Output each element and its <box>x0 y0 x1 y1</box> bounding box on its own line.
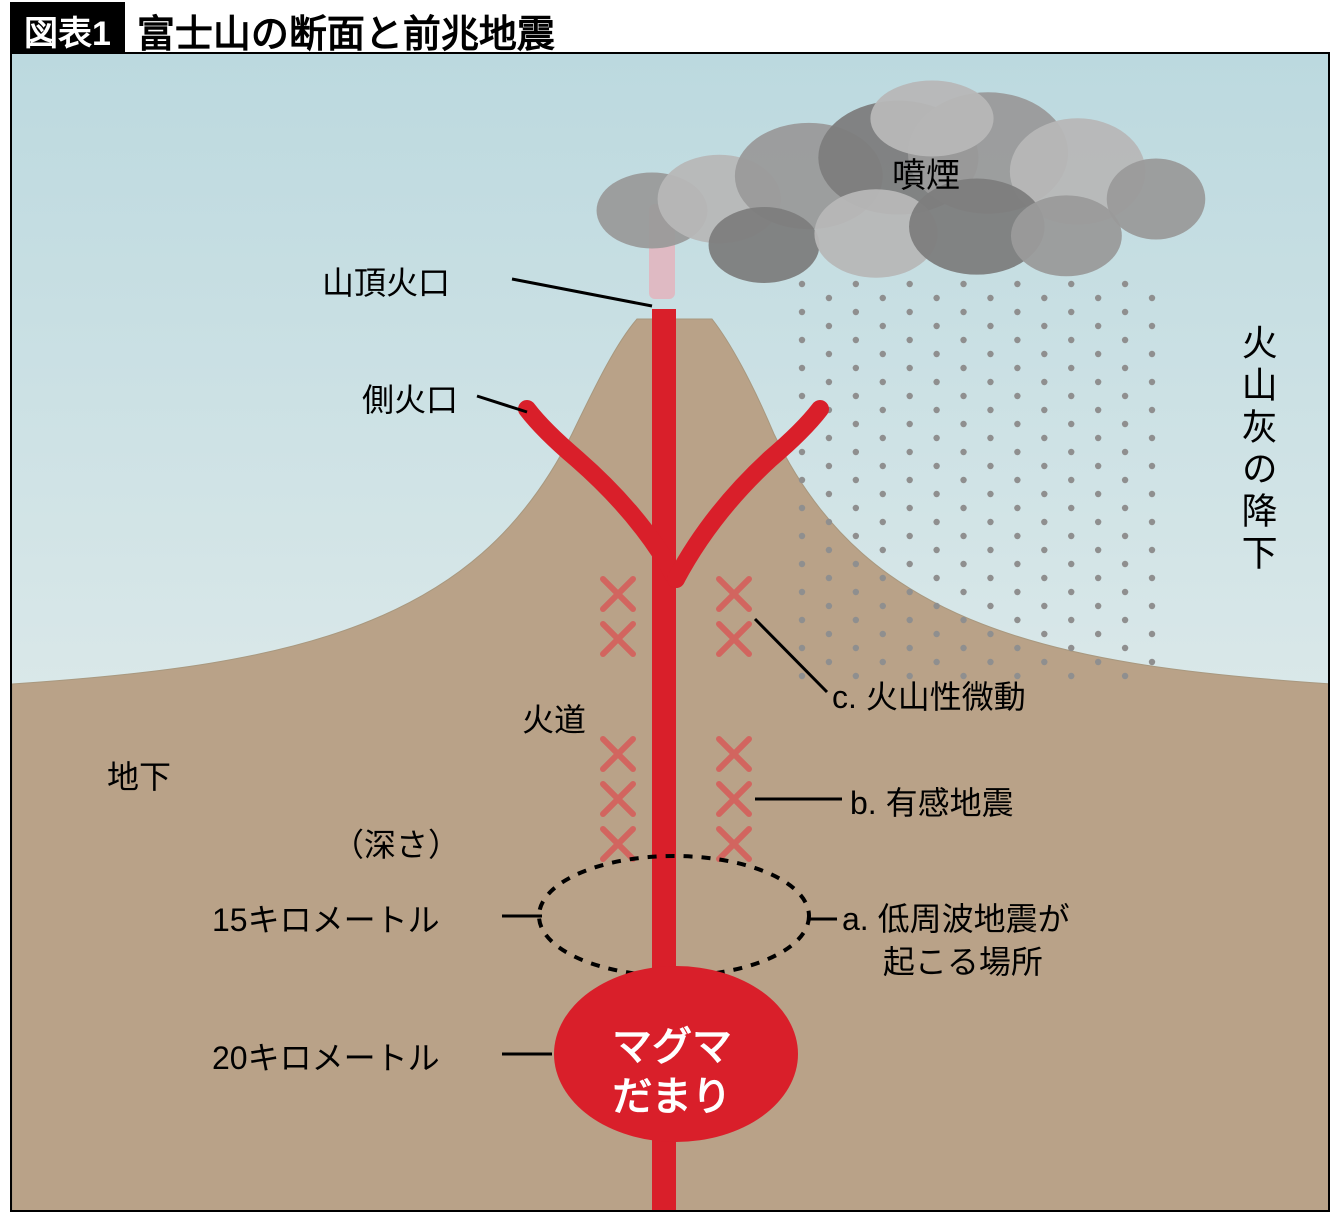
label-side-crater: 側火口 <box>362 379 458 422</box>
label-depth15: 15キロメートル <box>212 899 440 942</box>
label-b: b. 有感地震 <box>850 782 1014 825</box>
label-depth20: 20キロメートル <box>212 1037 440 1080</box>
label-a: a. 低周波地震が 起こる場所 <box>842 898 1070 984</box>
label-c: c. 火山性微動 <box>832 676 1026 719</box>
label-summit-crater: 山頂火口 <box>322 262 450 305</box>
figure-title: 富士山の断面と前兆地震 <box>137 3 555 58</box>
label-underground: 地下 <box>107 756 171 799</box>
label-smoke: 噴煙 <box>892 154 960 200</box>
diagram-canvas: 噴煙 火山灰の降下 山頂火口 側火口 火道 地下 （深さ） 15キロメートル 2… <box>10 52 1330 1212</box>
label-ash-fall: 火山灰の降下 <box>1232 324 1281 576</box>
label-conduit: 火道 <box>522 699 586 742</box>
figure-badge: 図表1 <box>10 2 125 59</box>
label-depth: （深さ） <box>332 824 460 867</box>
label-magma: マグマ だまり <box>612 1022 732 1122</box>
